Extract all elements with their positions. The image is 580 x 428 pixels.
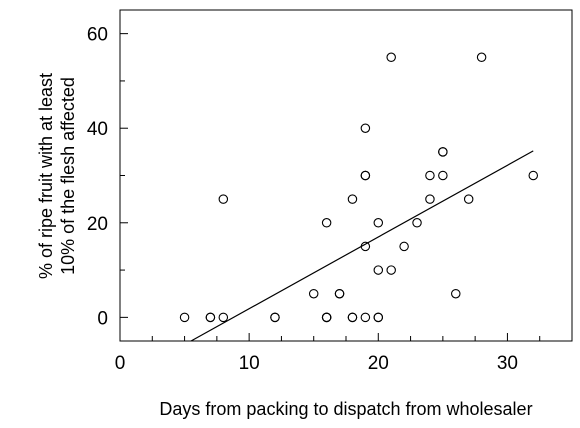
- data-point: [360, 170, 371, 181]
- data-point: [360, 312, 371, 323]
- x-tick-label: 10: [239, 353, 260, 374]
- data-point: [451, 288, 461, 299]
- y-tick-label: 40: [87, 119, 108, 140]
- data-point: [425, 170, 435, 181]
- data-point: [373, 312, 384, 323]
- data-point: [425, 194, 435, 204]
- data-point: [476, 52, 487, 63]
- x-tick-label: 20: [368, 353, 389, 374]
- data-point: [347, 312, 358, 323]
- data-point: [386, 52, 396, 63]
- y-axis-title-line2: 10% of the flesh affected: [58, 77, 78, 275]
- tick-labels: 0 10 20 30 0 20 40 60: [87, 25, 518, 374]
- data-point: [399, 241, 409, 252]
- trend-line: [190, 150, 534, 342]
- data-point: [528, 170, 539, 181]
- axis-ticks: [119, 33, 573, 341]
- data-point: [218, 194, 229, 204]
- data-point: [218, 312, 229, 323]
- data-point: [205, 312, 216, 323]
- data-point: [386, 265, 396, 275]
- y-tick-label: 20: [87, 214, 108, 235]
- plot-frame: [119, 9, 573, 342]
- data-points: [179, 52, 539, 323]
- x-axis-title: Days from packing to dispatch from whole…: [159, 399, 532, 419]
- y-tick-label: 0: [97, 308, 108, 329]
- data-point: [308, 288, 319, 299]
- data-point: [463, 194, 474, 204]
- data-point: [334, 288, 345, 299]
- data-point: [270, 312, 280, 323]
- data-point: [412, 218, 422, 228]
- data-point: [438, 147, 448, 157]
- data-point: [373, 218, 384, 228]
- data-point: [347, 194, 358, 204]
- data-point: [321, 218, 332, 228]
- data-point: [373, 265, 384, 275]
- data-point: [321, 312, 332, 323]
- data-point: [360, 123, 371, 133]
- data-point: [438, 170, 448, 181]
- x-tick-label: 0: [115, 353, 126, 374]
- data-point: [360, 241, 371, 252]
- x-tick-label: 30: [497, 353, 518, 374]
- y-axis-title-line1: % of ripe fruit with at least: [36, 73, 56, 279]
- data-point: [179, 312, 190, 323]
- y-tick-label: 60: [87, 25, 108, 46]
